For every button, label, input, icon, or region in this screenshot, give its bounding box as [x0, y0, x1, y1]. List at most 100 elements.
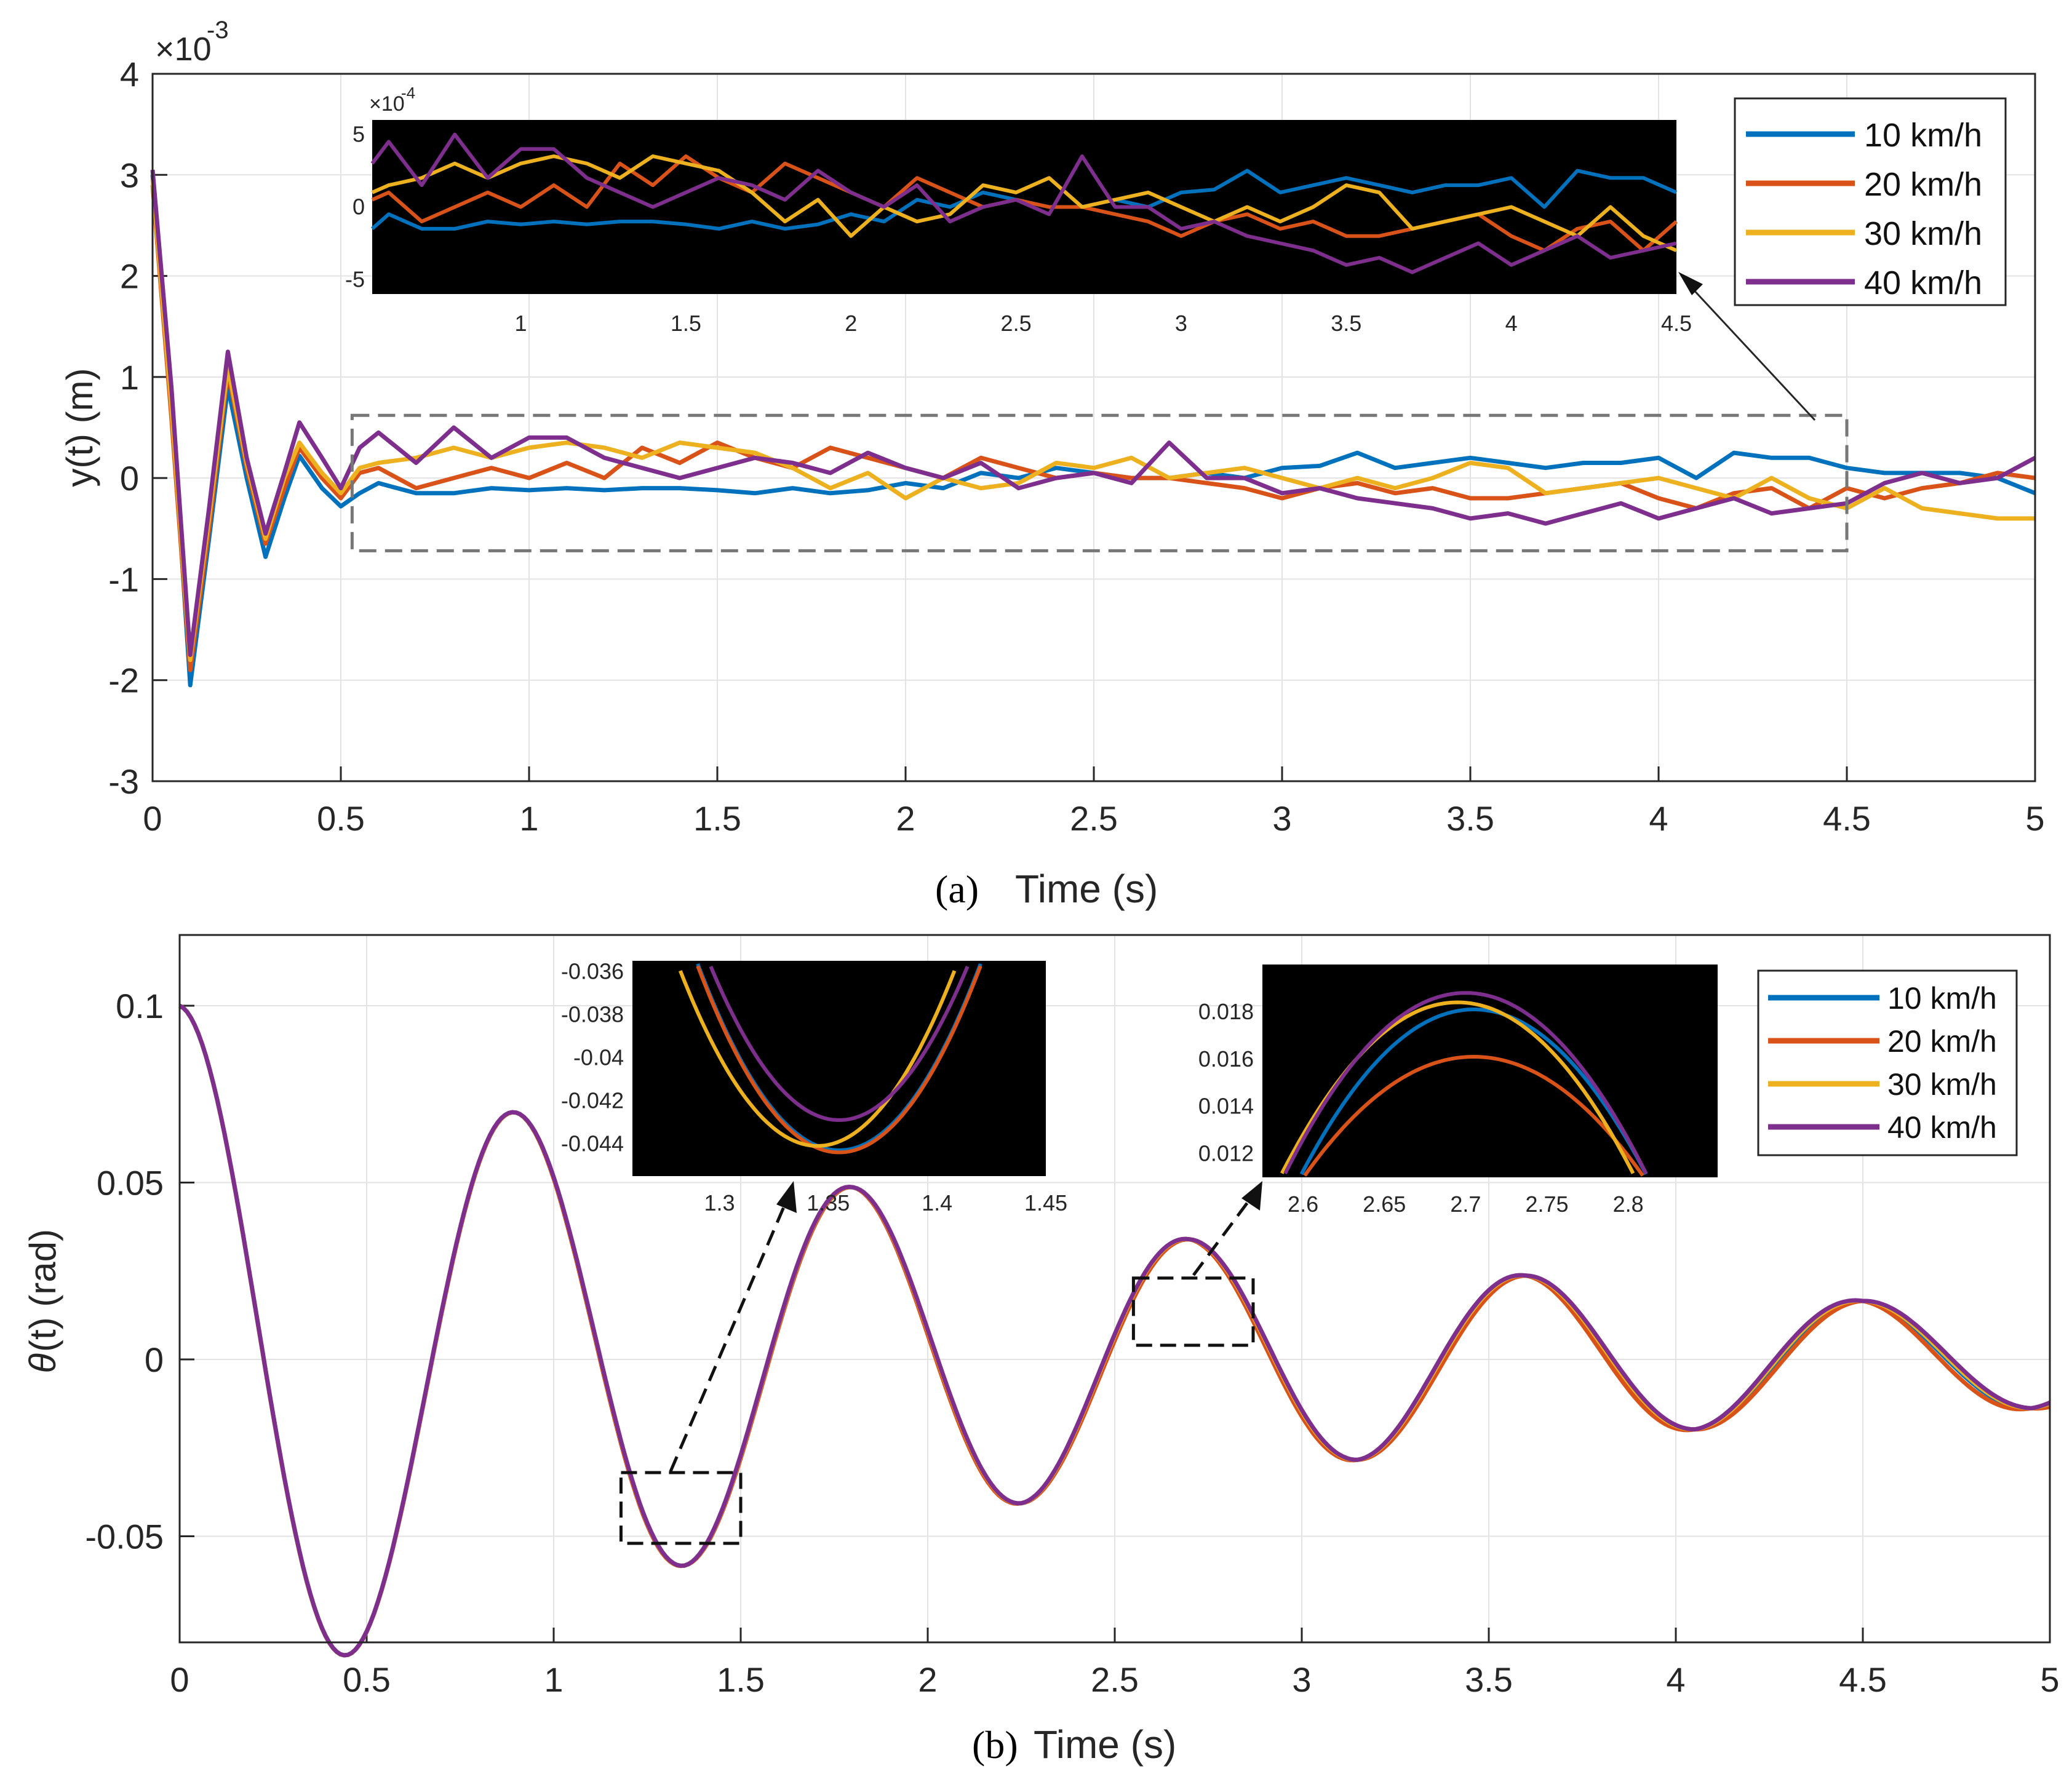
chart-a-inset-background — [372, 120, 1676, 294]
chart-b-inset-1: 1.3 1.35 1.4 1.45 -0.036-0.038-0.04-0.042-0… — [561, 959, 1067, 1216]
chart-b-inset-1-xaxis: 1.3 1.35 1.4 1.45 — [704, 1190, 1067, 1215]
chart-b-inset-1-xtick-label-3: 1.45 — [1024, 1190, 1067, 1215]
chart-a-inset-xtick-label-7: 4.5 — [1661, 311, 1692, 336]
chart-b-legend-label-2: 20 km/h — [1887, 1024, 1997, 1059]
chart-a-inset-series-line-4 — [370, 132, 1677, 274]
chart-b-xtick-label-9: 4.5 — [1839, 1660, 1887, 1699]
chart-b-inset-2: 2.6 2.65 2.7 2.75 2.8 0.012 0.014 0.016 0.018 — [1198, 965, 1718, 1217]
chart-b-ytick-label-2: 0.05 — [97, 1164, 164, 1203]
chart-b-frame — [178, 934, 2051, 1644]
chart-b-lines — [178, 1004, 2051, 1658]
chart-a-xtick-label-2: 1 — [519, 799, 538, 838]
chart-a-ytick-label-0: -3 — [108, 762, 139, 801]
chart-a-inset-ytick-label-2: 5 — [353, 122, 365, 147]
chart-a: 0 0.5 1 1.5 2 2.5 3 3.5 4 4.5 5 -3 -2 -1 0 1 2 3 4 ×10 -3… — [59, 17, 2045, 911]
chart-a-yscale-base: ×10 — [155, 31, 212, 68]
chart-b-inset-2-ytick-label-0: 0.012 — [1198, 1141, 1254, 1166]
chart-a-ytick-label-2: -1 — [108, 560, 139, 599]
chart-b-zoom-box-2 — [1131, 1276, 1255, 1347]
chart-b-inset-2-xtick-label-4: 2.8 — [1613, 1191, 1644, 1217]
chart-b-inset-1-series-line-2 — [696, 965, 982, 1155]
caption-b: (b) — [972, 1723, 1018, 1767]
chart-b-inset-1-background — [632, 961, 1046, 1176]
chart-a-yscale-exponent: -3 — [207, 17, 229, 44]
chart-a-inset-yscale-base: ×10 — [369, 92, 405, 116]
chart-a-xtick-label-1: 0.5 — [317, 799, 365, 838]
chart-b-inset-2-xaxis: 2.6 2.65 2.7 2.75 2.8 — [1288, 1191, 1644, 1217]
chart-b-xtick-label-7: 3.5 — [1465, 1660, 1513, 1699]
chart-a-xtick-label-5: 2.5 — [1070, 799, 1118, 838]
chart-a-zoom-box — [350, 413, 1849, 552]
chart-a-inset-yscale-exponent: -4 — [401, 84, 415, 102]
chart-b-xlabel: Time (s) — [1034, 1722, 1176, 1767]
chart-b-xtick-label-4: 2 — [918, 1660, 937, 1699]
chart-a-inset-yaxis: -5 0 5 — [345, 122, 365, 292]
chart-b-inset-2-ytick-label-2: 0.016 — [1198, 1046, 1254, 1072]
chart-b-inset-1-yaxis: -0.036 -0.038 -0.04 -0.042 -0.044 — [561, 959, 624, 1156]
chart-b-zoom-arrow-2 — [1192, 1181, 1262, 1276]
chart-b-inset-1-xtick-label-0: 1.3 — [704, 1190, 735, 1215]
chart-a-lines — [150, 169, 2036, 688]
chart-b-inset-1-ytick-label-1: -0.038 — [561, 1002, 624, 1027]
chart-a-series-line-1 — [150, 175, 2036, 688]
chart-b-inset-1-ytick-label-2: -0.04 — [573, 1045, 624, 1070]
chart-b-xtick-label-3: 1.5 — [717, 1660, 765, 1699]
chart-b-xtick-label-1: 0.5 — [343, 1660, 391, 1699]
chart-a-inset-xtick-label-0: 1 — [515, 311, 527, 336]
chart-b-inset-1-ytick-label-3: -0.042 — [561, 1088, 624, 1113]
chart-a-yaxis: -3 -2 -1 0 1 2 3 4 — [108, 55, 139, 801]
chart-b-inset-1-xtick-label-1: 1.35 — [807, 1190, 850, 1215]
chart-a-series-line-4 — [150, 169, 2036, 658]
chart-b-inset-2-xtick-label-3: 2.75 — [1525, 1191, 1568, 1217]
chart-b-zoom-arrow-1 — [669, 1181, 797, 1472]
chart-a-ytick-label-4: 1 — [120, 358, 139, 397]
chart-b-ytick-label-3: 0.1 — [116, 987, 164, 1025]
chart-a-ytick-label-5: 2 — [120, 257, 139, 296]
chart-b-inset-2-lines — [1280, 991, 1648, 1177]
chart-a-xtick-label-9: 4.5 — [1823, 799, 1871, 838]
chart-a-xtick-label-10: 5 — [2025, 799, 2044, 838]
chart-b-xtick-label-10: 5 — [2040, 1660, 2059, 1699]
chart-b-inset-2-series-line-2 — [1303, 1054, 1644, 1177]
chart-b-inset-2-xtick-label-2: 2.7 — [1450, 1191, 1481, 1217]
chart-a-inset-xtick-label-6: 4 — [1505, 311, 1518, 336]
chart-b-legend-label-3: 30 km/h — [1887, 1067, 1997, 1102]
chart-b-xtick-label-2: 1 — [544, 1660, 563, 1699]
chart-a-inset-xaxis: 1 1.5 2 2.5 3 3.5 4 4.5 — [515, 311, 1692, 336]
chart-b-xaxis: 0 0.5 1 1.5 2 2.5 3 3.5 4 4.5 5 — [170, 1660, 2059, 1699]
chart-a-inset-lines — [370, 132, 1678, 274]
chart-a-ytick-label-3: 0 — [120, 459, 139, 498]
chart-a-xtick-label-3: 1.5 — [693, 799, 741, 838]
chart-b-inset-2-yaxis: 0.012 0.014 0.016 0.018 — [1198, 999, 1254, 1166]
chart-b-inset-2-xtick-label-1: 2.65 — [1363, 1191, 1406, 1217]
chart-a-inset: 1 1.5 2 2.5 3 3.5 4 4.5 -5 0 5 ×10 -4 — [345, 84, 1692, 336]
chart-b-inset-2-series-line-1 — [1299, 1007, 1648, 1175]
chart-b-inset-1-series-line-4 — [709, 966, 970, 1122]
chart-b-zoom-box-1 — [619, 1471, 743, 1545]
chart-a-xlabel: Time (s) — [1015, 867, 1158, 911]
chart-a-inset-xtick-label-3: 2.5 — [1001, 311, 1032, 336]
chart-b: 0 0.5 1 1.5 2 2.5 3 3.5 4 4.5 5 -0.05 0 0.05 0.1 θ (t… — [22, 934, 2060, 1767]
chart-b-inset-2-series-line-4 — [1283, 991, 1648, 1175]
chart-a-inset-xtick-label-5: 3.5 — [1331, 311, 1361, 336]
chart-a-legend-label-1: 10 km/h — [1864, 117, 1982, 154]
chart-a-xtick-label-6: 3 — [1272, 799, 1291, 838]
chart-b-legend: 10 km/h 20 km/h 30 km/h 40 km/h — [1757, 969, 2018, 1156]
chart-a-ytick-label-7: 4 — [120, 55, 139, 93]
chart-a-xtick-label-4: 2 — [896, 799, 915, 838]
chart-b-xtick-label-8: 4 — [1666, 1660, 1685, 1699]
chart-b-inset-1-series-line-3 — [679, 970, 957, 1148]
chart-a-yscale: ×10 -3 — [155, 17, 229, 68]
chart-a-inset-xtick-label-1: 1.5 — [671, 311, 701, 336]
chart-b-inset-2-xtick-label-0: 2.6 — [1288, 1191, 1318, 1217]
chart-b-series-line-4 — [178, 1004, 2051, 1658]
chart-a-legend: 10 km/h 20 km/h 30 km/h 40 km/h — [1734, 97, 2007, 306]
chart-a-inset-xtick-label-4: 3 — [1175, 311, 1187, 336]
chart-b-ylabel-symbol: θ — [22, 1353, 63, 1374]
chart-b-inset-1-lines — [679, 963, 982, 1155]
chart-b-legend-label-1: 10 km/h — [1887, 981, 1997, 1016]
chart-a-legend-label-4: 40 km/h — [1864, 265, 1982, 301]
caption-a: (a) — [935, 867, 979, 911]
chart-b-inset-2-background — [1262, 965, 1718, 1177]
